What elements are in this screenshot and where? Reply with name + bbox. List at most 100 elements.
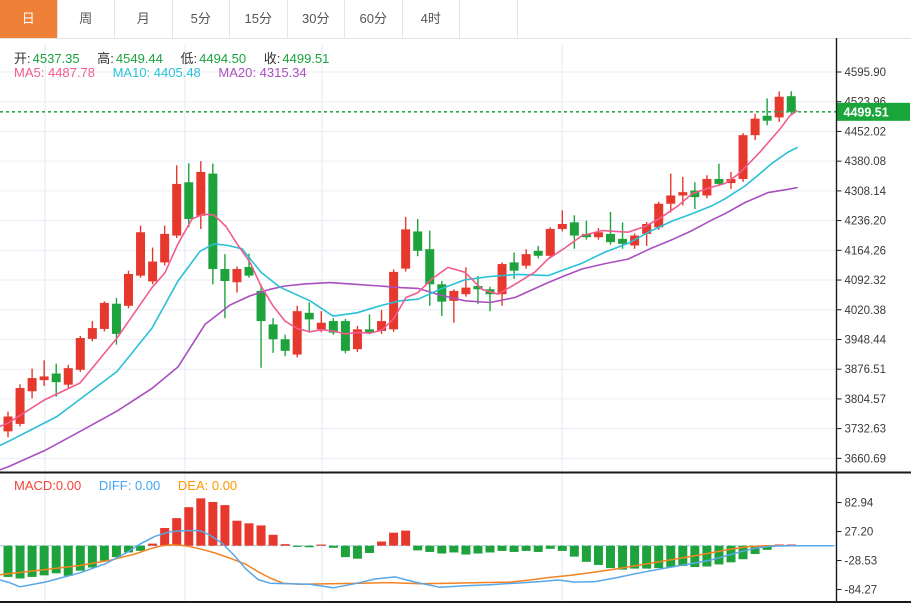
candle-body [136,232,146,276]
candle-body [545,228,555,256]
low-label: 低: [180,51,198,66]
candle-body [148,261,158,282]
candle-body [256,290,266,322]
macd-readout: MACD:0.00 DIFF: 0.00 DEA: 0.00 [14,478,237,493]
candle-body [365,329,374,333]
macd-bar [666,545,676,568]
macd-bar [196,498,206,546]
macd-bar [545,545,555,549]
candle-body [160,233,170,263]
macd-bar [509,545,519,552]
open-value: 4537.35 [32,51,80,66]
macd-bar [533,545,543,552]
candle-body [569,222,579,236]
tab-日[interactable]: 日 [0,0,58,38]
timeframe-tabbar: 日周月 5分 15分 30分 60分 4时 [0,0,911,39]
candle-body [316,322,326,330]
macd-bar [220,505,230,546]
macd-bar [377,541,387,546]
macd-bar [762,545,772,550]
main-price-chart[interactable] [0,45,837,471]
candle-body [196,171,206,216]
candle-body [618,238,628,244]
tab-5分[interactable]: 5分 [172,0,230,38]
ma10-readout: MA10: 4405.48 [112,65,201,80]
candle-body [762,115,772,121]
macd-bar [51,545,61,574]
candle-body [581,233,591,238]
candle-body [328,321,338,333]
macd-bar [352,545,362,559]
price-tick-label: 4308.14 [845,186,887,198]
candle-body [437,284,447,302]
macd-bar [738,545,748,560]
candle-body [786,96,796,112]
candle-body [473,285,483,290]
macd-bar [208,501,218,546]
candle-body [642,223,652,234]
tab-filler [460,0,518,38]
candle-body [75,338,85,370]
tab-60分[interactable]: 60分 [345,0,403,38]
price-tick-label: 3876.51 [845,364,887,376]
macd-bar [268,534,278,546]
ma20-readout: MA20: 4315.34 [218,65,307,80]
macd-chart[interactable] [0,474,837,601]
candle-body [51,373,61,383]
ohlc-readout: 开: 4537.35 高: 4549.44 低: 4494.50 收: 4499.51 [14,48,329,67]
tab-4时[interactable]: 4时 [402,0,460,38]
macd-bar [63,545,73,576]
open-label: 开: [14,51,31,66]
candle-body [172,183,182,236]
candle-body [497,264,507,295]
price-tick-label: 4452.02 [845,126,887,138]
candle-body [304,312,314,320]
macd-bar [15,545,25,579]
macd-tick-label: 27.20 [845,527,874,539]
macd-bar [678,545,688,566]
candle-body [268,324,278,340]
macd-bar [256,525,266,546]
macd-bar [401,530,411,546]
current-price-tag [836,102,910,121]
tab-15分[interactable]: 15分 [230,0,288,38]
candle-body [27,378,37,392]
macd-bar [437,545,447,554]
candle-body [340,321,350,351]
macd-bar [593,545,603,565]
candle-body [738,135,748,179]
candle-body [533,250,543,256]
candle-body [208,173,218,270]
macd-bar [425,545,435,552]
current-price-tag-label: 4499.51 [844,105,889,119]
macd-bar [87,545,97,568]
macd-bar [714,545,724,565]
price-tick-label: 4236.20 [845,216,887,228]
macd-bar [27,545,37,577]
candle-body [461,287,471,295]
candle-body [15,387,25,424]
candle-body [63,368,73,385]
candle-body [232,269,242,283]
macd-bar [702,545,712,567]
ma5-line [0,110,798,428]
tab-周[interactable]: 周 [57,0,115,38]
tab-月[interactable]: 月 [115,0,173,38]
diff-line [0,529,834,589]
macd-bar [413,545,423,551]
price-tick-label: 4020.38 [845,305,887,317]
macd-bar [521,545,531,551]
candle-body [702,178,712,196]
candle-body [425,249,435,285]
candle-body [654,203,664,228]
candle-body [124,273,133,306]
candle-body [99,302,109,329]
high-value: 4549.44 [115,51,163,66]
macd-bar [280,544,290,546]
macd-bar [485,545,495,553]
candle-body [184,182,194,220]
tab-30分[interactable]: 30分 [287,0,345,38]
candle-body [220,269,230,281]
